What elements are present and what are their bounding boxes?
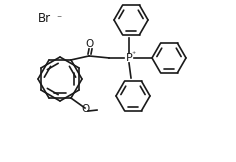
Text: P: P <box>126 53 132 63</box>
Text: ⁻: ⁻ <box>56 14 61 24</box>
Text: O: O <box>82 104 90 114</box>
Text: ⁺: ⁺ <box>132 50 136 59</box>
Text: O: O <box>86 39 94 49</box>
Text: Br: Br <box>38 12 51 25</box>
